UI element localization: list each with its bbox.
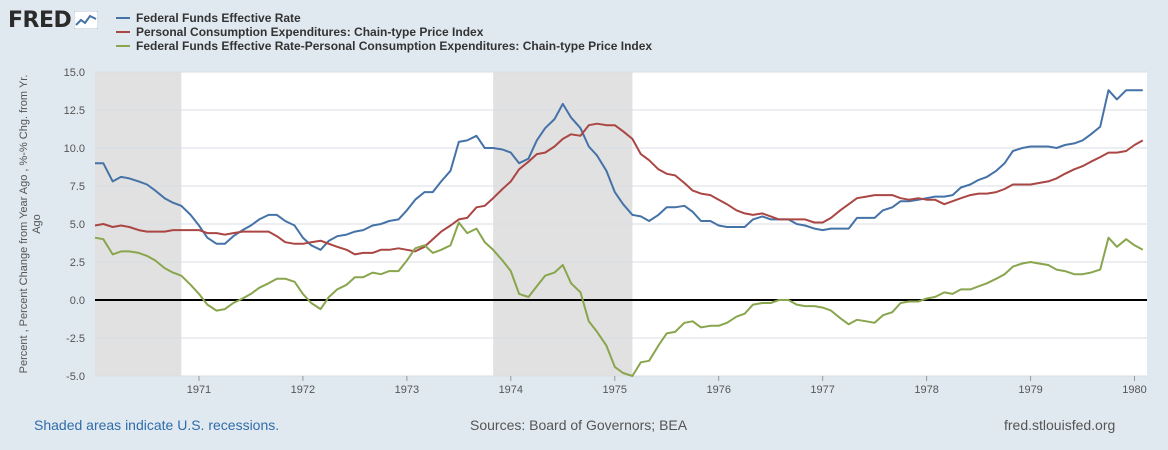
y-tick-label: 0.0 (70, 295, 85, 307)
y-tick-label: 7.5 (70, 181, 85, 193)
legend-item-spread[interactable]: Federal Funds Effective Rate-Personal Co… (116, 39, 652, 53)
sources-note: Sources: Board of Governors; BEA (470, 417, 688, 433)
x-axis-ticks: 1971 1972 1973 1974 1975 1976 1977 1978 1979 1980 (187, 376, 1147, 396)
y-axis-title-line2: Ago (31, 214, 43, 234)
y-axis-ticks: -5.0 -2.5 0.0 2.5 5.0 7.5 10.0 12.5 15.0 (64, 67, 85, 383)
x-tick-label: 1979 (1018, 384, 1042, 396)
site-url-link[interactable]: fred.stlouisfed.org (1004, 417, 1116, 433)
series-line-pce (94, 122, 1144, 256)
legend-label-pce: Personal Consumption Expenditures: Chain… (136, 25, 484, 39)
series-lines (94, 89, 1144, 377)
y-tick-label: 12.5 (64, 105, 85, 117)
x-tick-label: 1973 (395, 384, 419, 396)
x-tick-label: 1976 (706, 384, 730, 396)
legend-item-fedfunds[interactable]: Federal Funds Effective Rate (116, 11, 652, 25)
y-tick-label: 15.0 (64, 67, 85, 79)
y-tick-label: -2.5 (66, 333, 85, 345)
y-tick-label: -5.0 (66, 371, 85, 383)
series-line-spread (94, 221, 1144, 377)
x-tick-label: 1974 (499, 384, 523, 396)
fred-logo-text: FRED (8, 7, 72, 33)
recession-note: Shaded areas indicate U.S. recessions. (34, 417, 280, 433)
x-tick-label: 1975 (603, 384, 627, 396)
x-tick-label: 1977 (810, 384, 834, 396)
x-tick-label: 1980 (1122, 384, 1146, 396)
legend-swatch-fedfunds (116, 17, 130, 19)
series-line-fedfunds (95, 89, 1143, 251)
legend-swatch-spread (116, 45, 130, 47)
fred-logo[interactable]: FRED (8, 6, 99, 34)
legend-swatch-pce (116, 31, 130, 33)
fred-chart-icon (74, 11, 99, 29)
legend-label-fedfunds: Federal Funds Effective Rate (136, 11, 301, 25)
x-tick-label: 1971 (187, 384, 211, 396)
legend-item-pce[interactable]: Personal Consumption Expenditures: Chain… (116, 25, 652, 39)
x-tick-label: 1978 (914, 384, 938, 396)
legend-label-spread: Federal Funds Effective Rate-Personal Co… (136, 39, 653, 53)
y-tick-label: 2.5 (70, 257, 85, 269)
y-tick-label: 5.0 (70, 219, 85, 231)
y-tick-label: 10.0 (64, 143, 85, 155)
chart-legend: Federal Funds Effective Rate Personal Co… (116, 11, 652, 53)
x-tick-label: 1972 (291, 384, 315, 396)
y-axis-title-line1: Percent , Percent Change from Year Ago ,… (18, 75, 30, 374)
